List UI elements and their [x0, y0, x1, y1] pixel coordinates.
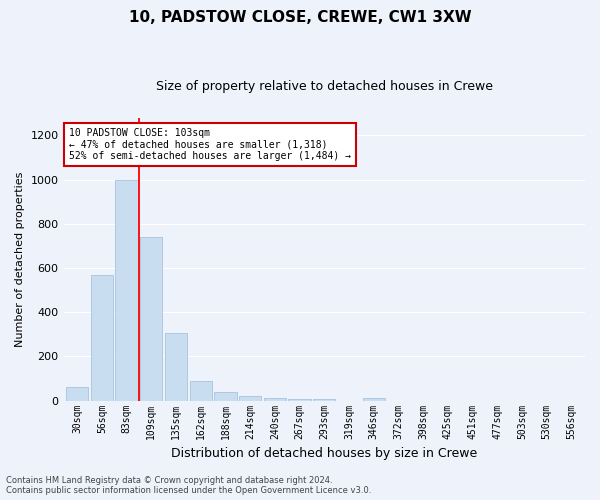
Bar [239, 396, 261, 400]
Text: 10 PADSTOW CLOSE: 103sqm
← 47% of detached houses are smaller (1,318)
52% of sem: 10 PADSTOW CLOSE: 103sqm ← 47% of detach… [69, 128, 351, 161]
Bar [264, 398, 286, 400]
Bar [289, 399, 311, 400]
Bar [313, 399, 335, 400]
Bar [66, 387, 88, 400]
Text: 10, PADSTOW CLOSE, CREWE, CW1 3XW: 10, PADSTOW CLOSE, CREWE, CW1 3XW [128, 10, 472, 25]
Bar [115, 180, 137, 400]
Bar [362, 398, 385, 400]
Bar [140, 237, 163, 400]
Bar [165, 333, 187, 400]
Bar [214, 392, 236, 400]
Title: Size of property relative to detached houses in Crewe: Size of property relative to detached ho… [156, 80, 493, 93]
Y-axis label: Number of detached properties: Number of detached properties [15, 172, 25, 347]
Bar [190, 381, 212, 400]
X-axis label: Distribution of detached houses by size in Crewe: Distribution of detached houses by size … [171, 447, 478, 460]
Text: Contains HM Land Registry data © Crown copyright and database right 2024.
Contai: Contains HM Land Registry data © Crown c… [6, 476, 371, 495]
Bar [91, 274, 113, 400]
